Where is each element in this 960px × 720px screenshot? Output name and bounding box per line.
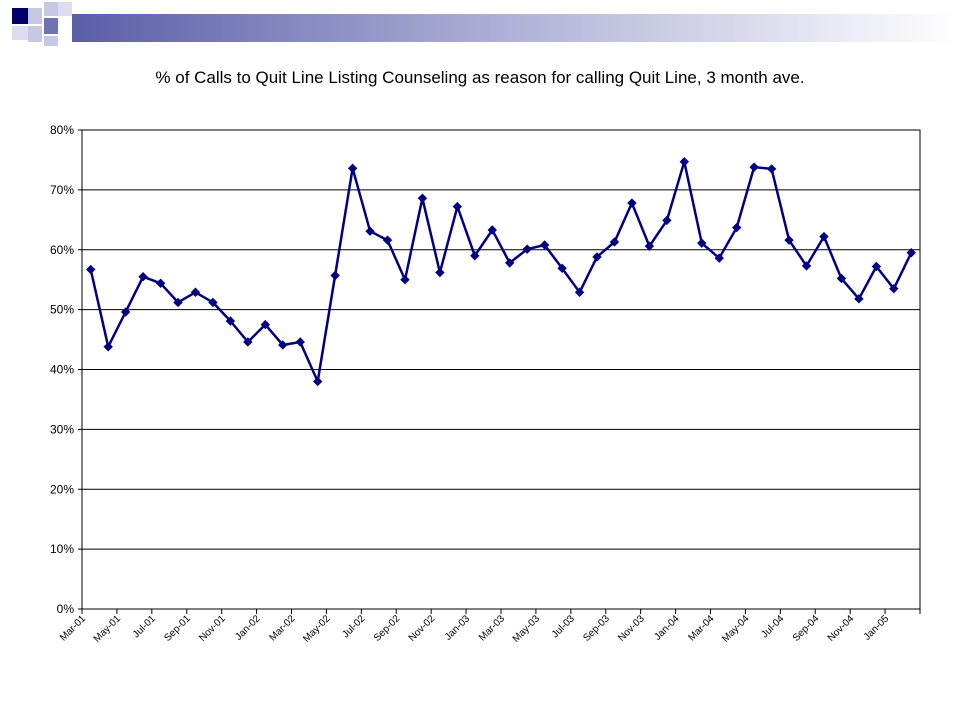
header-square-mid (44, 18, 58, 34)
data-point-marker (766, 164, 777, 174)
series-line (89, 160, 913, 383)
y-tick-label: 0% (57, 602, 75, 616)
x-tick-label: Nov-02 (407, 613, 438, 644)
data-point-marker (609, 237, 620, 247)
y-tick-label: 60% (50, 243, 74, 257)
header-square-light (44, 36, 58, 46)
header-square-light (28, 8, 42, 24)
data-point-marker (836, 273, 847, 284)
y-tick-label: 70% (50, 183, 74, 197)
data-point-marker (470, 251, 480, 261)
x-tick-label: Sep-04 (791, 613, 822, 644)
data-point-marker (365, 226, 375, 236)
x-tick-label: May-02 (301, 613, 333, 645)
header-square-dark (12, 8, 28, 24)
x-tick-label: May-04 (720, 613, 752, 645)
y-tick-label: 80% (50, 123, 74, 137)
data-point-marker (592, 252, 602, 262)
data-point-marker (120, 307, 131, 317)
data-point-marker (155, 278, 166, 288)
data-point-marker (382, 235, 393, 245)
x-tick-label: Mar-01 (58, 613, 88, 643)
x-tick-label: Jan-04 (652, 613, 682, 643)
header-square-light (12, 26, 28, 40)
y-tick-label: 30% (50, 422, 74, 436)
x-tick-label: Mar-04 (686, 613, 716, 643)
x-tick-label: Sep-02 (372, 613, 403, 644)
x-tick-label: Jul-04 (759, 613, 786, 640)
data-point-marker (731, 222, 742, 233)
y-tick-label: 20% (50, 482, 74, 496)
data-point-marker (190, 287, 201, 297)
data-point-marker (644, 241, 655, 251)
data-point-marker (697, 238, 707, 248)
data-point-marker (906, 248, 916, 258)
data-point-marker (505, 258, 515, 268)
chart-title: % of Calls to Quit Line Listing Counseli… (155, 68, 805, 87)
data-point-marker (522, 244, 532, 254)
data-point-marker (557, 263, 567, 274)
data-point-marker (208, 297, 218, 308)
data-point-marker (627, 198, 637, 208)
data-point-marker (539, 240, 550, 250)
data-point-marker (330, 270, 340, 281)
data-point-marker (260, 319, 271, 330)
x-tick-label: Nov-01 (197, 613, 228, 644)
data-point-marker (86, 264, 96, 275)
x-tick-label: Nov-04 (826, 613, 857, 644)
x-tick-label: Jul-01 (131, 613, 158, 640)
data-point-marker (749, 162, 759, 172)
x-tick-label: Jan-05 (862, 613, 892, 643)
data-point-marker (400, 274, 410, 285)
x-tick-label: Mar-03 (477, 613, 507, 643)
data-point-marker (452, 201, 463, 212)
data-point-marker (417, 193, 428, 203)
data-point-marker (295, 337, 305, 347)
slide-header-decoration (12, 2, 960, 46)
data-point-marker (801, 261, 812, 271)
data-point-marker (574, 287, 585, 297)
x-tick-label: May-01 (92, 613, 124, 645)
data-point-marker (714, 253, 724, 263)
data-point-marker (103, 342, 113, 352)
data-point-marker (679, 157, 690, 167)
data-point-marker (662, 215, 672, 226)
data-point-marker (347, 163, 358, 174)
x-tick-label: May-03 (511, 613, 543, 645)
header-gradient-bar (72, 14, 960, 42)
y-tick-label: 10% (50, 542, 74, 556)
data-point-marker (278, 340, 288, 350)
data-point-marker (138, 271, 148, 282)
x-tick-label: Jul-03 (550, 613, 577, 640)
data-point-marker (173, 297, 183, 308)
y-tick-label: 50% (50, 303, 74, 317)
data-point-marker (487, 225, 497, 235)
header-square-light (58, 2, 72, 16)
header-square-mid (28, 26, 42, 42)
data-point-marker (889, 283, 899, 294)
data-point-marker (784, 235, 794, 245)
x-tick-label: Jul-02 (340, 613, 367, 640)
x-tick-label: Sep-03 (581, 613, 612, 644)
x-tick-label: Sep-01 (162, 613, 193, 644)
data-point-marker (243, 337, 253, 347)
data-point-marker (871, 261, 882, 272)
x-tick-label: Mar-02 (267, 613, 297, 643)
x-tick-label: Jan-03 (443, 613, 473, 643)
data-point-marker (312, 376, 323, 387)
y-tick-label: 40% (50, 363, 74, 377)
x-tick-label: Nov-03 (616, 613, 647, 644)
x-tick-label: Jan-02 (233, 613, 263, 643)
data-point-marker (225, 316, 236, 326)
data-point-marker (435, 267, 445, 278)
data-point-marker (854, 294, 864, 304)
header-square-light (44, 2, 58, 16)
data-point-marker (819, 231, 829, 242)
